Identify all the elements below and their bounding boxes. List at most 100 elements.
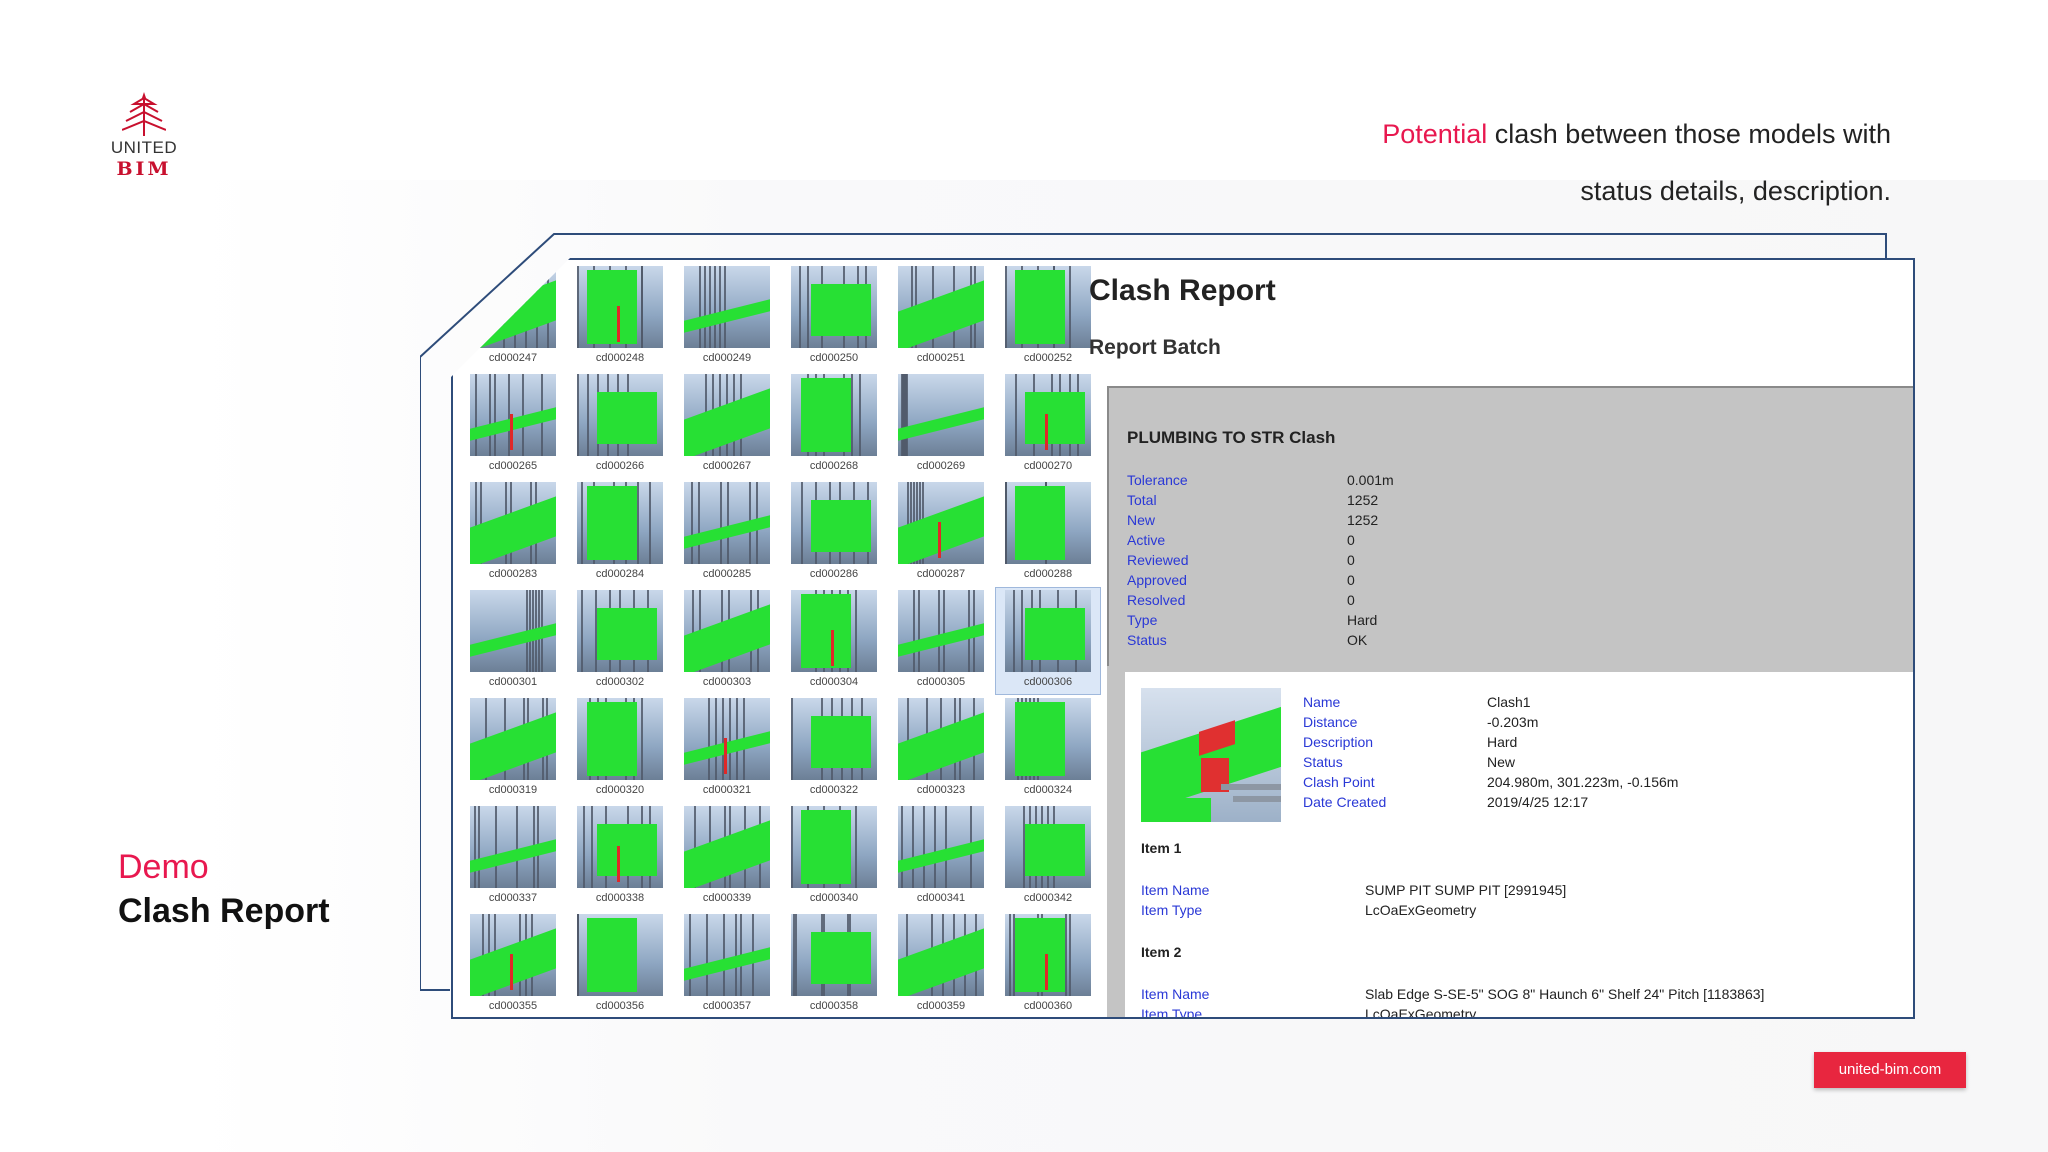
- thumbnail-image: [577, 590, 663, 672]
- thumbnail-image: [684, 698, 770, 780]
- field-value: 2019/4/25 12:17: [1487, 794, 1589, 810]
- clash-thumbnail[interactable]: cd000265: [461, 372, 565, 478]
- clash-thumbnail[interactable]: cd000338: [568, 804, 672, 910]
- field-label: Active: [1127, 532, 1166, 548]
- field-label: Approved: [1127, 572, 1187, 588]
- thumbnail-image: [791, 590, 877, 672]
- thumbnail-caption: cd000357: [702, 1000, 752, 1012]
- thumbnail-caption: cd000324: [1023, 784, 1073, 796]
- clash-thumbnail[interactable]: cd000252: [996, 264, 1100, 370]
- clash-thumbnail[interactable]: cd000357: [675, 912, 779, 1017]
- clash-thumbnail[interactable]: cd000305: [889, 588, 993, 694]
- clash-thumbnail[interactable]: cd000340: [782, 804, 886, 910]
- thumbnail-image: [1005, 914, 1091, 996]
- field-label: Item Name: [1141, 986, 1210, 1002]
- thumbnail-caption: cd000249: [702, 352, 752, 364]
- field-label: Status: [1127, 632, 1167, 648]
- thumbnail-image: [577, 698, 663, 780]
- website-badge[interactable]: united-bim.com: [1814, 1052, 1966, 1088]
- clash-thumbnail[interactable]: cd000355: [461, 912, 565, 1017]
- thumbnail-caption: cd000302: [595, 676, 645, 688]
- thumbnail-image: [898, 590, 984, 672]
- clash-thumbnail[interactable]: cd000287: [889, 480, 993, 586]
- clash-thumbnail[interactable]: cd000250: [782, 264, 886, 370]
- thumbnail-image: [898, 374, 984, 456]
- clash-thumbnail[interactable]: cd000324: [996, 696, 1100, 802]
- field-value: 0: [1347, 572, 1355, 588]
- item-2-values: Slab Edge S-SE-5" SOG 8" Haunch 6" Shelf…: [1365, 984, 1764, 1019]
- field-label: Distance: [1303, 714, 1358, 730]
- demo-label: Demo: [118, 848, 209, 886]
- demo-title: Clash Report: [118, 892, 330, 930]
- thumbnail-caption: cd000321: [702, 784, 752, 796]
- thumbnail-image: [791, 806, 877, 888]
- clash-thumbnail[interactable]: cd000248: [568, 264, 672, 370]
- report-subtitle: Report Batch: [1089, 336, 1221, 359]
- field-value: Clash1: [1487, 694, 1531, 710]
- clash-thumbnail[interactable]: cd000301: [461, 588, 565, 694]
- thumbnail-caption: cd000323: [916, 784, 966, 796]
- clash-thumbnail[interactable]: cd000302: [568, 588, 672, 694]
- clash-thumbnail[interactable]: cd000306: [995, 587, 1101, 695]
- clash-thumbnail[interactable]: cd000339: [675, 804, 779, 910]
- thumbnail-image: [684, 590, 770, 672]
- thumbnail-caption: cd000284: [595, 568, 645, 580]
- field-label: Name: [1303, 694, 1341, 710]
- clash-thumbnail[interactable]: cd000358: [782, 912, 886, 1017]
- thumbnail-image: [684, 266, 770, 348]
- clash-thumbnail[interactable]: cd000270: [996, 372, 1100, 478]
- field-value: 0: [1347, 552, 1355, 568]
- thumbnail-caption: cd000287: [916, 568, 966, 580]
- field-value: 204.980m, 301.223m, -0.156m: [1487, 774, 1679, 790]
- clash-thumbnail[interactable]: cd000266: [568, 372, 672, 478]
- clash-thumbnail[interactable]: cd000322: [782, 696, 886, 802]
- clash-thumbnail[interactable]: cd000323: [889, 696, 993, 802]
- clash-thumbnail[interactable]: cd000319: [461, 696, 565, 802]
- thumbnail-caption: cd000319: [488, 784, 538, 796]
- clash-thumbnail[interactable]: cd000360: [996, 912, 1100, 1017]
- clash-thumbnail[interactable]: cd000268: [782, 372, 886, 478]
- thumbnail-caption: cd000286: [809, 568, 859, 580]
- thumbnail-caption: cd000266: [595, 460, 645, 472]
- clash-thumbnail[interactable]: cd000356: [568, 912, 672, 1017]
- clash-thumbnail[interactable]: cd000284: [568, 480, 672, 586]
- clash-thumbnail[interactable]: cd000269: [889, 372, 993, 478]
- thumbnail-image: [1005, 698, 1091, 780]
- clash-thumbnail[interactable]: cd000283: [461, 480, 565, 586]
- thumbnail-image: [470, 482, 556, 564]
- field-value: New: [1487, 754, 1516, 770]
- clash-thumbnail[interactable]: cd000288: [996, 480, 1100, 586]
- clash-labels: Name Distance Description Status Clash Point…: [1303, 692, 1386, 812]
- field-label: Type: [1127, 612, 1158, 628]
- summary-values: 0.001m 1252 1252 0 0 0 0 Hard OK: [1347, 470, 1394, 650]
- thumbnail-caption: cd000269: [916, 460, 966, 472]
- headline-line-1: Potential clash between those models wit…: [991, 106, 1891, 163]
- clash-thumbnail[interactable]: cd000267: [675, 372, 779, 478]
- field-label: Item Type: [1141, 1006, 1203, 1019]
- field-value: LcOaExGeometry: [1365, 1006, 1477, 1019]
- field-label: Date Created: [1303, 794, 1387, 810]
- clash-detail: Name Distance Description Status Clash Point…: [1107, 666, 1913, 1019]
- headline-text-1: clash between those models with: [1487, 119, 1891, 149]
- clash-report-screenshot: cd000247 cd000248 cd000249 cd000250 cd000251…: [451, 258, 1915, 1019]
- field-value: Hard: [1347, 612, 1378, 628]
- thumbnail-image: [898, 266, 984, 348]
- thumbnail-caption: cd000338: [595, 892, 645, 904]
- clash-thumbnail[interactable]: cd000321: [675, 696, 779, 802]
- clash-thumbnail[interactable]: cd000337: [461, 804, 565, 910]
- clash-thumbnail[interactable]: cd000286: [782, 480, 886, 586]
- clash-thumbnail[interactable]: cd000303: [675, 588, 779, 694]
- thumbnail-caption: cd000248: [595, 352, 645, 364]
- thumbnail-caption: cd000285: [702, 568, 752, 580]
- clash-thumbnail[interactable]: cd000342: [996, 804, 1100, 910]
- clash-thumbnail[interactable]: cd000320: [568, 696, 672, 802]
- clash-thumbnail[interactable]: cd000251: [889, 264, 993, 370]
- clash-thumbnail[interactable]: cd000285: [675, 480, 779, 586]
- thumbnail-caption: cd000303: [702, 676, 752, 688]
- clash-thumbnail[interactable]: cd000359: [889, 912, 993, 1017]
- clash-thumbnail[interactable]: cd000249: [675, 264, 779, 370]
- clash-thumbnail[interactable]: cd000304: [782, 588, 886, 694]
- thumbnail-caption: cd000358: [809, 1000, 859, 1012]
- thumbnail-caption: cd000341: [916, 892, 966, 904]
- clash-thumbnail[interactable]: cd000341: [889, 804, 993, 910]
